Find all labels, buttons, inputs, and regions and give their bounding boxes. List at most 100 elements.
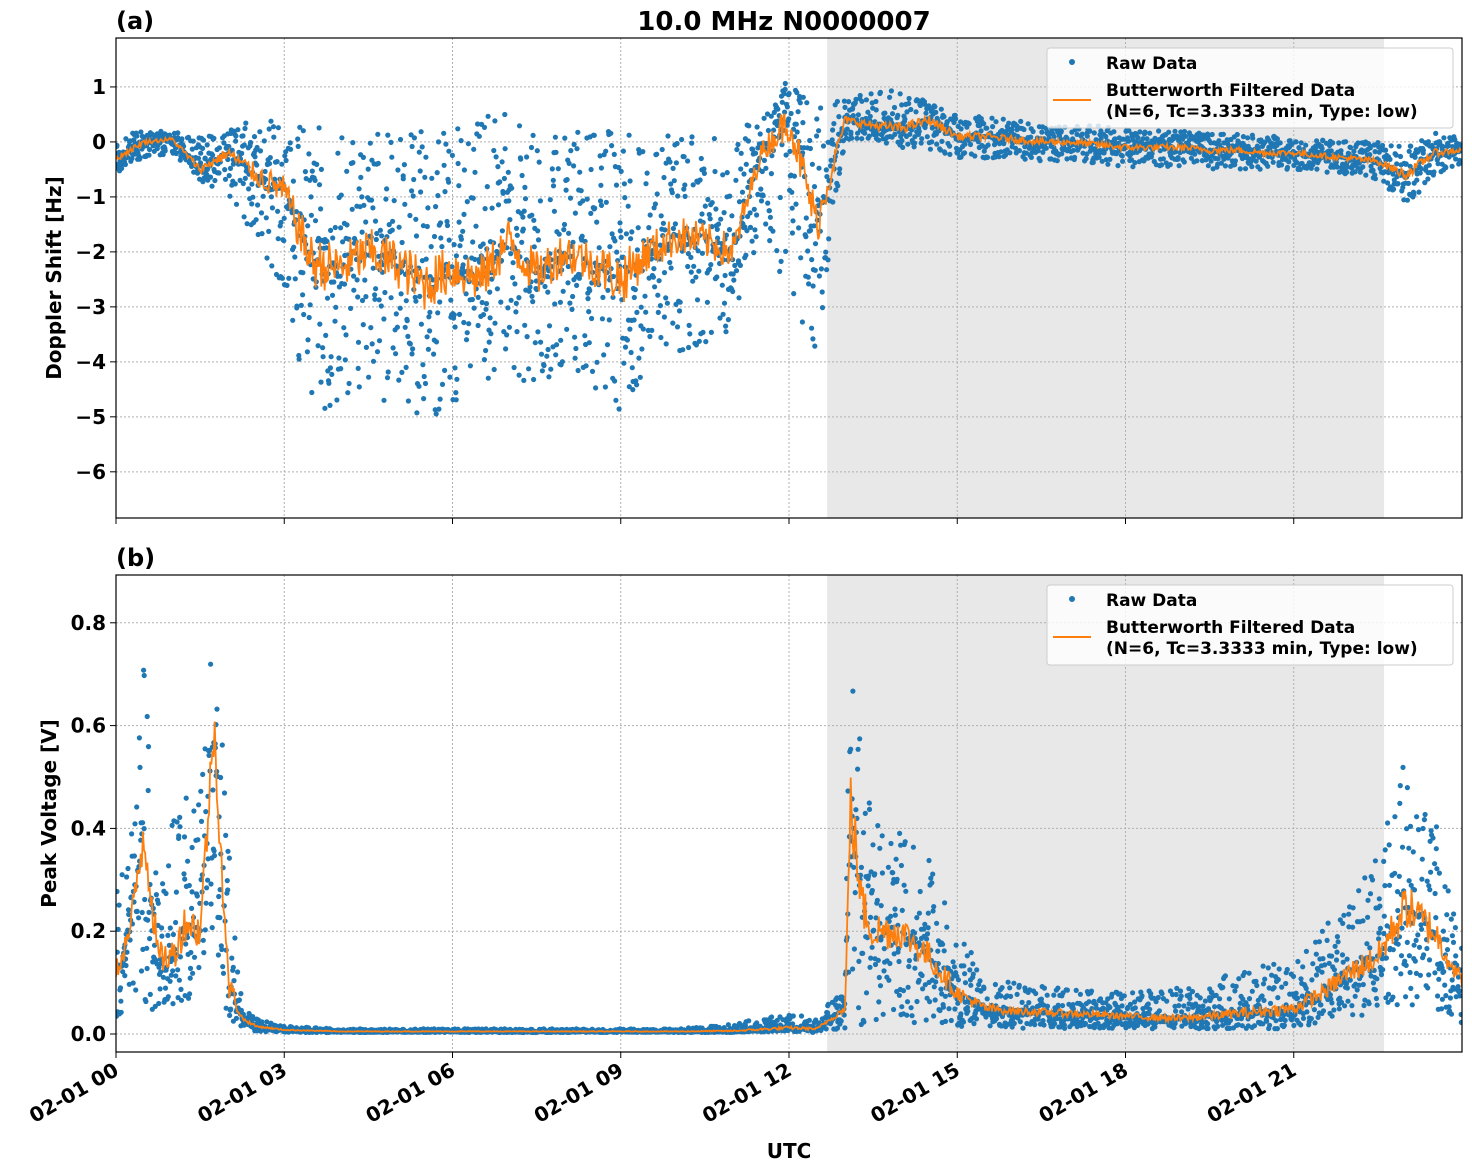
raw-data-point [668,181,674,187]
raw-data-point [146,152,152,158]
raw-data-point [586,340,592,346]
raw-data-point [227,1012,233,1019]
raw-data-point [819,305,826,311]
raw-data-point [175,967,181,973]
raw-data-point [209,925,215,931]
raw-data-point [736,295,742,301]
raw-data-point [175,130,181,136]
raw-data-point [384,186,390,192]
raw-data-point [643,181,649,187]
raw-data-point [355,339,362,345]
raw-data-point [483,301,490,307]
raw-data-point [699,250,706,256]
panel-label: (a) [116,7,154,35]
raw-data-point [1414,177,1420,183]
raw-data-point [733,268,740,274]
raw-data-point [374,230,380,237]
raw-data-point [580,198,586,204]
raw-data-point [978,128,984,134]
raw-data-point [195,155,202,161]
raw-data-point [216,170,222,176]
raw-data-point [1218,160,1224,166]
raw-data-point [361,202,367,208]
raw-data-point [1449,163,1455,169]
raw-data-point [796,225,802,231]
raw-data-point [842,104,848,110]
raw-data-point [1284,164,1291,171]
raw-data-point [1144,136,1150,142]
raw-data-point [570,239,576,245]
raw-data-point [739,189,746,195]
raw-data-point [516,123,523,129]
raw-data-point [616,164,622,171]
raw-data-point [816,273,823,279]
raw-data-point [283,157,289,164]
raw-data-point [1156,128,1162,134]
raw-data-point [141,826,147,832]
raw-data-point [414,410,420,416]
raw-data-point [469,296,475,303]
raw-data-point [866,133,872,139]
raw-data-point [435,139,442,145]
raw-data-point [1333,159,1339,165]
raw-data-point [651,266,657,272]
raw-data-point [341,325,347,331]
raw-data-point [725,317,732,323]
raw-data-point [782,80,788,87]
raw-data-point [967,141,974,148]
raw-data-point [629,365,635,371]
raw-data-point [338,225,344,231]
raw-data-point [566,230,572,236]
raw-data-point [519,239,525,245]
raw-data-point [485,113,491,119]
raw-data-point [552,134,559,140]
raw-data-point [479,299,485,306]
raw-data-point [927,146,934,152]
y-tick-label: 0.4 [71,816,106,840]
raw-data-point [1039,129,1045,135]
raw-data-point [286,275,292,281]
raw-data-point [1181,159,1187,165]
raw-data-point [358,174,364,180]
raw-data-point [242,175,248,181]
raw-data-point [257,129,263,135]
raw-data-point [631,294,637,301]
raw-data-point [761,115,767,121]
raw-data-point [359,229,365,235]
raw-data-point [367,140,373,146]
raw-data-point [142,896,148,903]
raw-data-point [1367,145,1373,151]
raw-data-point [599,316,606,322]
raw-data-point [605,287,611,293]
raw-data-point [354,277,360,283]
raw-data-point [693,274,699,280]
raw-data-point [225,848,231,854]
raw-data-point [633,378,639,384]
raw-data-point [794,89,800,96]
raw-data-point [374,349,381,355]
raw-data-point [156,1000,162,1007]
raw-data-point [384,375,391,381]
raw-data-point [777,268,783,274]
raw-data-point [1006,120,1012,126]
raw-data-point [436,406,442,412]
raw-data-point [350,140,356,146]
raw-data-point [483,347,489,354]
raw-data-point [850,113,856,119]
raw-data-point [784,104,791,110]
raw-data-point [119,165,125,171]
raw-data-point [471,305,477,311]
raw-data-point [425,346,431,352]
raw-data-point [278,219,284,225]
raw-data-point [248,139,254,146]
raw-data-point [428,244,434,250]
raw-data-point [584,196,590,202]
raw-data-point [908,106,914,113]
raw-data-point [606,317,612,323]
raw-data-point [840,149,846,155]
raw-data-point [616,406,622,412]
raw-data-point [1139,140,1145,146]
raw-data-point [179,136,185,142]
raw-data-point [895,112,901,118]
raw-data-point [575,129,581,135]
